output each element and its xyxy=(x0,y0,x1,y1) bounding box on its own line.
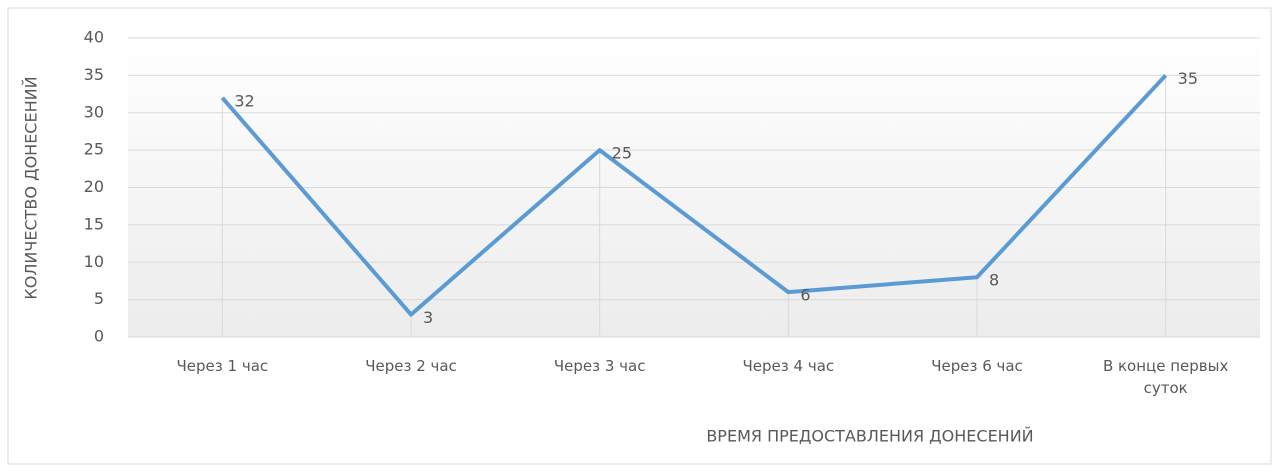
y-tick-label: 25 xyxy=(84,140,104,159)
y-tick-label: 15 xyxy=(84,214,104,233)
x-tick-label: Через 1 час xyxy=(176,357,269,375)
data-label: 3 xyxy=(423,308,433,327)
x-tick-label: Через 3 час xyxy=(553,357,646,375)
data-label: 25 xyxy=(612,144,632,163)
y-tick-label: 5 xyxy=(94,289,104,308)
series-line xyxy=(220,74,1168,317)
y-tick-label: 35 xyxy=(84,65,104,84)
x-axis-title: ВРЕМЯ ПРЕДОСТАВЛЕНИЯ ДОНЕСЕНИЙ xyxy=(706,427,1033,446)
data-label: 35 xyxy=(1178,69,1198,88)
x-tick-label: Через 4 час xyxy=(742,357,835,375)
y-tick-label: 20 xyxy=(84,177,104,196)
x-tick-label: Через 2 час xyxy=(365,357,457,375)
y-tick-label: 30 xyxy=(84,102,104,121)
y-axis-title: КОЛИЧЕСТВО ДОНЕСЕНИЙ xyxy=(22,76,41,299)
x-tick-label: Через 6 час xyxy=(931,357,1023,375)
data-label: 6 xyxy=(800,286,810,305)
x-tick-label: В конце первых суток xyxy=(1102,357,1229,397)
data-label: 32 xyxy=(234,91,254,110)
data-label: 8 xyxy=(989,271,999,290)
y-tick-label: 10 xyxy=(84,252,104,271)
y-tick-label: 40 xyxy=(84,28,104,47)
y-tick-label: 0 xyxy=(94,327,104,346)
